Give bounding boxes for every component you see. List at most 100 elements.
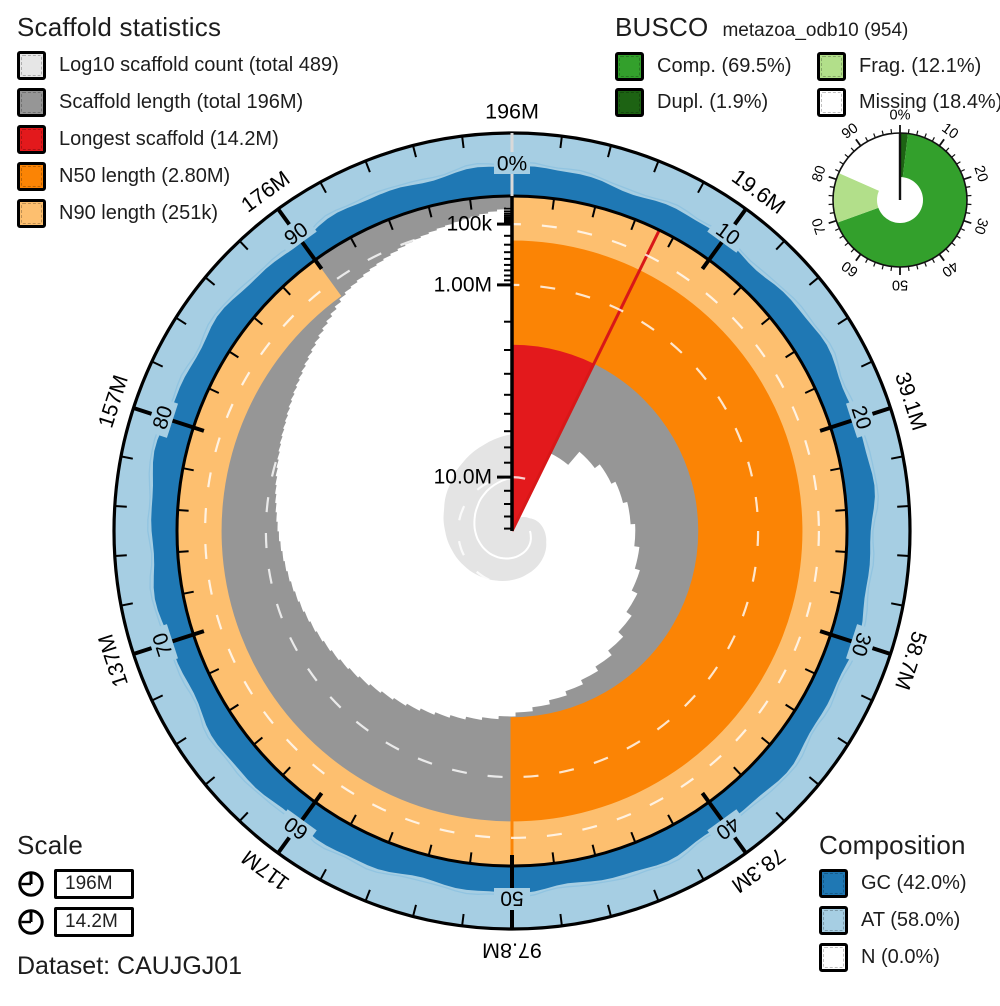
mb-label-group: 97.8M <box>482 938 542 962</box>
busco-minor-tick <box>945 248 950 253</box>
busco-minor-tick <box>839 161 844 165</box>
longest-scaffold-line <box>510 229 661 532</box>
scaffold-statistics-title: Scaffold statistics <box>17 12 222 42</box>
busco-minor-tick <box>907 266 910 271</box>
scaffold-statistics-legend: Scaffold statistics Log10 scaffold count… <box>17 12 339 228</box>
length-swatch <box>17 88 46 117</box>
busco-major-tick <box>828 175 837 181</box>
legend-item-label: Dupl. (1.9%) <box>657 91 769 113</box>
minor-tick-inner <box>349 814 357 826</box>
minor-tick-inner <box>228 350 239 359</box>
busco-tick-label-group: 80 <box>809 164 829 184</box>
minor-tick-inner <box>208 387 220 394</box>
busco-tick-label: 30 <box>970 216 990 236</box>
legend-item-n: N (0.0%) <box>819 943 967 972</box>
minor-tick-inner <box>177 550 189 553</box>
scale-total-value: 196M <box>54 869 134 899</box>
minor-tick-inner <box>785 703 796 712</box>
legend-item-label: N (0.0%) <box>861 946 940 968</box>
minor-tick-inner <box>835 550 847 553</box>
minor-tick <box>151 694 164 702</box>
scale-legend: Scale 196M 14.2M <box>17 830 134 937</box>
busco-minor-tick <box>951 242 956 247</box>
legend-item-label: N50 length (2.80M) <box>59 165 231 187</box>
pct-label-bg <box>274 809 317 849</box>
scaffold-count-spiral <box>443 434 547 581</box>
pct-label-bg <box>494 888 530 910</box>
axis-tick-label: 10.0M <box>434 466 492 489</box>
minor-tick-inner <box>281 766 291 776</box>
minor-tick <box>120 455 133 460</box>
legend-item-gc: GC (42.0%) <box>819 869 967 898</box>
legend-item-longest: Longest scaffold (14.2M) <box>17 125 339 154</box>
minor-tick-inner <box>804 668 816 675</box>
busco-major-tick <box>938 138 945 147</box>
busco-tick-label-group: 10 <box>939 120 961 142</box>
minor-tick <box>412 145 417 158</box>
scale-row-total: 196M <box>17 869 134 899</box>
busco-minor-tick <box>951 153 956 158</box>
busco-minor-tick <box>844 242 849 247</box>
busco-legend: BUSCO metazoa_odb10 (954) Comp. (69.5%) F… <box>615 12 1000 117</box>
pct-label-bg <box>145 396 179 438</box>
legend-item-label: Log10 scaffold count (total 489) <box>59 54 339 76</box>
minor-tick <box>151 360 164 368</box>
minor-tick-inner <box>281 286 291 296</box>
mb-label-group: 157M <box>94 372 133 431</box>
axis-tick-label: 1.00M <box>434 273 492 296</box>
circle-scale-icon <box>18 909 44 935</box>
minor-tick-inner <box>182 467 194 472</box>
legend-item-label: AT (58.0%) <box>861 909 961 931</box>
legend-item-at: AT (58.0%) <box>819 906 967 935</box>
gc-swatch <box>819 869 848 898</box>
busco-lineage: metazoa_odb10 (954) <box>722 20 909 41</box>
legend-item-n50: N50 length (2.80M) <box>17 162 339 191</box>
minor-tick <box>364 889 371 902</box>
n-swatch <box>819 943 848 972</box>
minor-tick <box>319 868 327 881</box>
minor-tick-inner <box>830 590 842 595</box>
pct-label-group: 80 <box>145 396 179 438</box>
minor-tick <box>653 889 660 902</box>
minor-tick <box>238 240 249 251</box>
minor-tick <box>461 913 465 927</box>
busco-minor-tick <box>865 137 869 142</box>
scale-title: Scale <box>17 830 84 860</box>
minor-tick <box>114 505 127 508</box>
busco-fragmented-wedge <box>833 173 900 223</box>
minor-tick <box>319 181 327 194</box>
minor-tick <box>238 811 249 822</box>
busco-minor-tick <box>890 129 893 134</box>
axis-tick-label: 100k <box>446 213 492 236</box>
minor-tick-inner <box>387 831 394 843</box>
busco-major-tick <box>855 138 862 147</box>
mb-label: 97.8M <box>482 938 542 962</box>
busco-minor-tick <box>873 262 876 267</box>
minor-tick-inner <box>182 590 194 595</box>
busco-tick-label-group: 0% <box>890 107 911 123</box>
busco-tick-label-group: 30 <box>970 216 990 236</box>
busco-tick-label: 60 <box>839 257 861 279</box>
minor-tick <box>204 276 216 286</box>
count-spiral-inner-line <box>473 476 532 560</box>
busco-tick-label: 90 <box>839 120 861 142</box>
busco-minor-tick <box>865 258 869 263</box>
busco-tick-label-group: 50 <box>892 277 908 293</box>
minor-tick <box>559 135 563 149</box>
mb-label-group: 196M <box>485 100 539 124</box>
legend-item-n90: N90 length (251k) <box>17 199 339 228</box>
pct-label-group: 30 <box>845 624 879 666</box>
longest-swatch <box>17 125 46 154</box>
busco-minor-tick <box>956 235 961 239</box>
scale-longest-value: 14.2M <box>54 907 134 937</box>
n50-swatch <box>17 162 46 191</box>
mb-label-group: 137M <box>94 631 133 690</box>
minor-tick-inner <box>830 467 842 472</box>
mb-label: 196M <box>485 100 539 124</box>
minor-tick-inner <box>835 509 847 512</box>
busco-minor-tick <box>890 266 893 271</box>
minor-tick <box>897 554 910 557</box>
legend-item-label: Frag. (12.1%) <box>859 55 982 77</box>
legend-item-length: Scaffold length (total 196M) <box>17 88 339 117</box>
minor-tick-inner <box>253 316 264 326</box>
